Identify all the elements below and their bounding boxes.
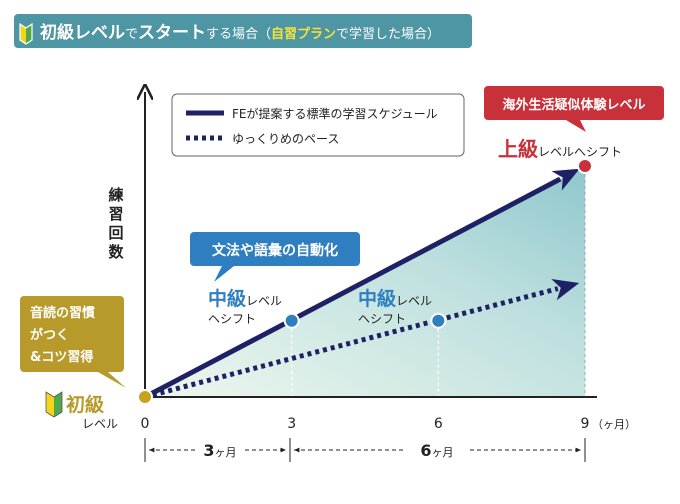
beginner-mark-icon <box>19 22 33 45</box>
start-callout-line-2: がつく <box>30 327 69 343</box>
header-part5: 自習プラン <box>271 26 336 42</box>
x-tick-label-9: 9 <box>581 416 590 432</box>
mid-callout-bg <box>190 232 360 266</box>
mid-callout-pointer <box>214 266 234 282</box>
mid-standard-big: 中級 <box>208 287 246 310</box>
series-line-standard <box>143 176 562 400</box>
x-axis-unit: （ヶ月） <box>592 418 636 431</box>
mid-callout-text: 文法や語彙の自動化 <box>212 242 338 259</box>
legend-label-slow: ゆっくりめのペース <box>232 132 339 146</box>
duration-3-label: 3ヶ月 <box>203 441 236 460</box>
mid-standard-small: レベル <box>246 294 282 308</box>
standard-mid-point-marker <box>283 312 300 329</box>
x-tick-label-3: 3 <box>287 416 296 432</box>
header-title: 初級レベルでスタートする場合（自習プランで学習した場合） <box>40 22 440 43</box>
start-callout: 音読の習慣 がつく &コツ習得 <box>20 296 126 388</box>
start-level-sub: レベル <box>82 417 118 431</box>
end-level-line: 上級レベルへシフト <box>498 137 622 161</box>
duration-dimensions: 3ヶ月 6ヶ月 <box>144 438 586 462</box>
y-axis-label: 練 習 回 数 <box>108 186 124 261</box>
end-callout-bg <box>484 86 664 120</box>
chart-legend: FEが提案する標準の学習スケジュール ゆっくりめのペース <box>171 93 465 157</box>
slow-mid-point-marker <box>430 312 447 329</box>
duration-6-value: 6 <box>420 441 431 460</box>
duration-3-unit: ヶ月 <box>215 446 237 459</box>
x-tick-label-6: 6 <box>434 416 443 432</box>
beginner-mark-icon <box>45 391 63 418</box>
header-part1: 初級レベル <box>40 22 125 43</box>
end-callout-pointer <box>566 120 586 132</box>
x-tick-label-0: 0 <box>141 416 150 432</box>
mid-slow-big: 中級 <box>358 287 396 310</box>
y-axis-label-char-2: 習 <box>108 205 123 223</box>
header-part3: スタート <box>138 23 206 43</box>
header-part4: する場合（ <box>206 27 271 42</box>
start-level-title: 初級 <box>66 393 104 416</box>
header-part2: で <box>125 27 138 42</box>
end-callout-text: 海外生活疑似体験レベル <box>502 97 645 113</box>
end-level-small: レベルへシフト <box>538 145 622 159</box>
start-callout-line-3: &コツ習得 <box>30 349 93 365</box>
series-arrowhead-slow <box>551 278 580 301</box>
mid-slow-line-2: ヘシフト <box>358 312 406 326</box>
duration-6-unit: ヶ月 <box>432 446 454 459</box>
start-level-label: 初級 レベル <box>45 391 118 431</box>
mid-standard-line-2: ヘシフト <box>208 312 256 326</box>
mid-slow-label: 中級レベル ヘシフト <box>358 287 432 326</box>
mid-standard-line-1: 中級レベル <box>208 287 282 310</box>
duration-3-value: 3 <box>203 441 214 460</box>
duration-6-label: 6ヶ月 <box>420 441 453 460</box>
end-callout: 海外生活疑似体験レベル <box>484 86 664 132</box>
y-axis-label-char-3: 回 <box>108 224 123 242</box>
start-point-marker <box>137 389 153 405</box>
start-callout-bg <box>20 296 124 372</box>
series-line-slow <box>144 286 559 400</box>
series-arrowhead-standard <box>551 168 580 191</box>
header-banner-bg <box>14 14 472 48</box>
header-part6: で学習した場合） <box>336 26 440 42</box>
end-level-big: 上級 <box>498 137 538 161</box>
start-callout-pointer <box>98 372 126 388</box>
mid-standard-label: 中級レベル ヘシフト <box>208 287 282 326</box>
y-axis-label-char-1: 練 <box>108 186 123 204</box>
start-callout-line-1: 音読の習慣 <box>30 305 95 321</box>
mid-slow-line-1: 中級レベル <box>358 287 432 310</box>
legend-label-standard: FEが提案する標準の学習スケジュール <box>232 106 438 121</box>
mid-slow-small: レベル <box>396 294 432 308</box>
header-banner: 初級レベルでスタートする場合（自習プランで学習した場合） <box>14 14 472 48</box>
end-level-label: 上級レベルへシフト <box>498 137 622 161</box>
legend-box <box>171 93 465 157</box>
end-point-marker <box>577 158 593 174</box>
mid-callout: 文法や語彙の自動化 <box>190 232 360 282</box>
y-axis-label-char-4: 数 <box>108 243 124 261</box>
